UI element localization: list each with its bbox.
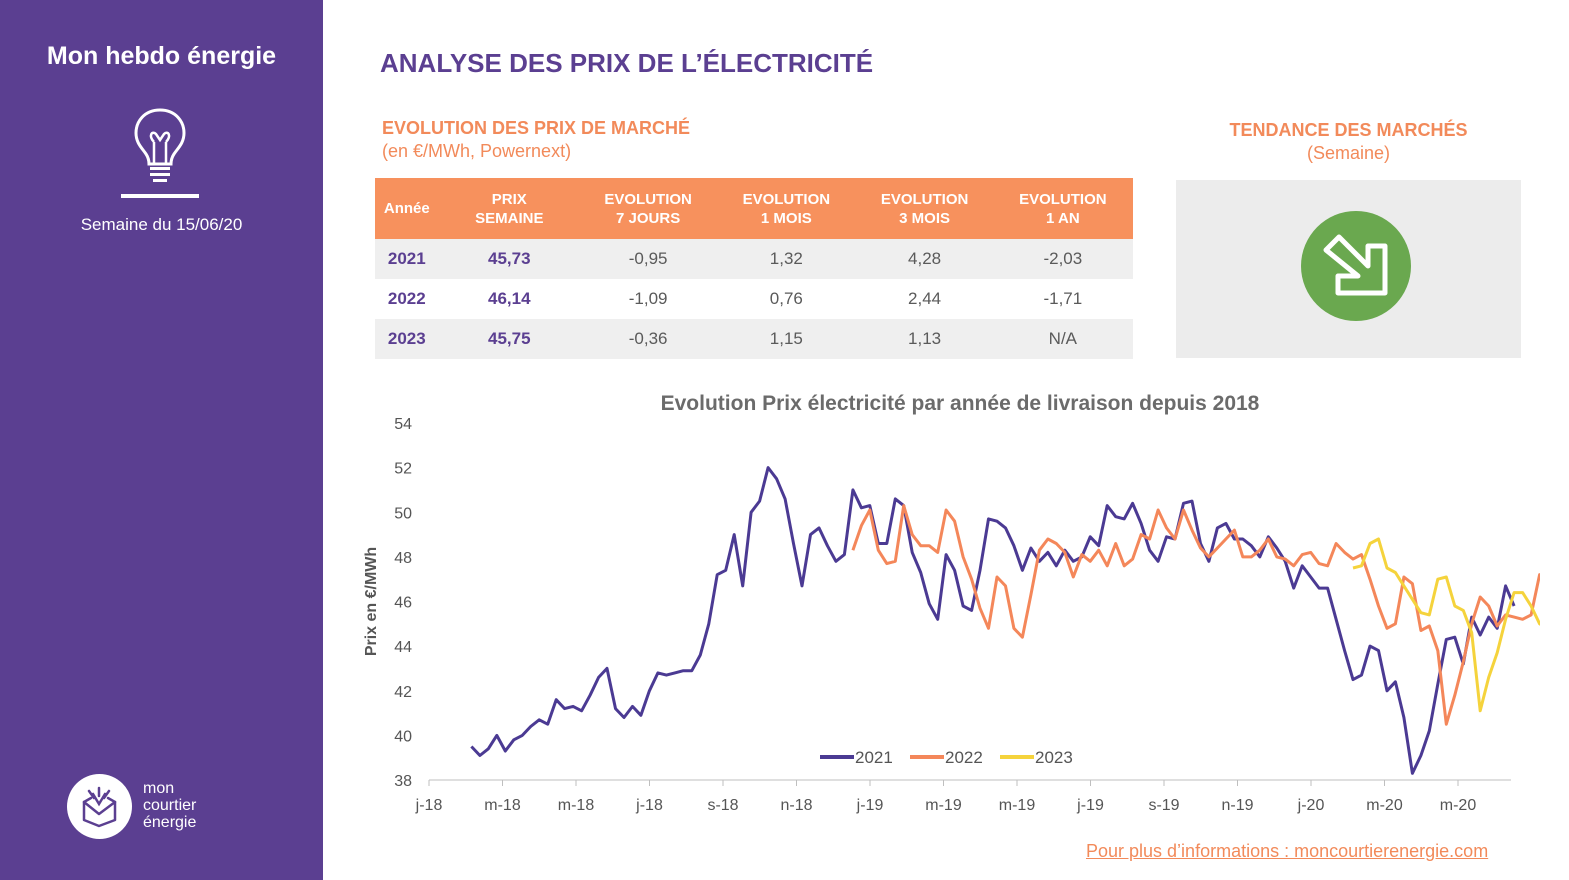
series-line-2022 — [851, 504, 1540, 726]
x-tick-label: n-19 — [1221, 797, 1253, 814]
x-tick-label: j-19 — [856, 797, 884, 814]
chart-title: Evolution Prix électricité par année de … — [661, 392, 1260, 415]
table-row: 2023 45,75 -0,36 1,15 1,13 N/A — [375, 319, 1133, 359]
cell-evo-7d: -0,95 — [580, 239, 717, 279]
cell-evo-7d: -1,09 — [628, 289, 668, 308]
y-tick-label: 46 — [394, 595, 412, 612]
app-title: Mon hebdo énergie — [46, 42, 277, 70]
cell-price: 45,75 — [438, 319, 580, 359]
x-tick-label: s-18 — [707, 797, 738, 814]
y-tick-label: 40 — [394, 728, 412, 745]
price-table: Année PRIX SEMAINE EVOLUTION 7 JOURS EVO… — [375, 178, 1133, 359]
col-header-7d: EVOLUTION 7 JOURS — [580, 178, 717, 239]
trend-title: TENDANCE DES MARCHÉS — [1229, 120, 1468, 140]
col-header-year: Année — [375, 178, 439, 239]
week-label: Semaine du 15/06/20 — [80, 215, 243, 234]
y-tick-label: 38 — [394, 773, 412, 790]
page-title: ANALYSE DES PRIX DE L’ÉLECTRICITÉ — [380, 48, 874, 78]
market-unit: (en €/MWh, Powernext) — [382, 141, 572, 161]
series-line-2023 — [1352, 537, 1540, 713]
cell-year: 2022 — [387, 289, 426, 308]
cell-year: 2021 — [375, 239, 439, 279]
series-line-2021 — [470, 466, 1516, 775]
table-header-row: Année PRIX SEMAINE EVOLUTION 7 JOURS EVO… — [375, 178, 1133, 239]
divider — [121, 194, 199, 198]
lightbulb-icon — [134, 108, 186, 182]
cell-evo-3m: 4,28 — [856, 239, 993, 279]
x-tick-label: j-20 — [1297, 797, 1325, 814]
col-header-1y: EVOLUTION 1 AN — [992, 178, 1133, 239]
x-tick-label: n-18 — [780, 797, 812, 814]
x-tick-label: m-19 — [925, 797, 962, 814]
trend-box — [1176, 180, 1521, 358]
envelope-icon — [82, 786, 117, 828]
info-link[interactable]: Pour plus d’informations : moncourtieren… — [1086, 841, 1489, 861]
trend-subtitle: (Semaine) — [1306, 143, 1391, 163]
y-tick-label: 44 — [394, 639, 412, 656]
cell-evo-1y: -2,03 — [992, 239, 1133, 279]
y-tick-label: 54 — [394, 416, 412, 433]
legend-label-2023: 2023 — [1035, 748, 1073, 767]
y-tick-label: 52 — [394, 461, 412, 478]
cell-evo-1m: 1,15 — [716, 319, 857, 359]
x-tick-label: m-18 — [558, 797, 595, 814]
table-row: 2021 45,73 -0,95 1,32 4,28 -2,03 — [375, 239, 1133, 279]
arrow-down-right-icon — [1301, 211, 1411, 321]
x-tick-label: m-19 — [999, 797, 1036, 814]
legend-label-2021: 2021 — [855, 748, 893, 767]
cell-evo-1y: N/A — [992, 319, 1133, 359]
price-chart: Evolution Prix électricité par année de … — [363, 392, 1540, 814]
y-tick-label: 50 — [394, 505, 412, 522]
legend-label-2022: 2022 — [945, 748, 983, 767]
x-tick-label: j-19 — [1076, 797, 1104, 814]
y-tick-label: 48 — [394, 550, 412, 567]
sidebar: Mon hebdo énergie Semaine du 15/06/20 mo… — [0, 0, 323, 880]
x-tick-label: m-18 — [484, 797, 521, 814]
cell-price: 46,14 — [488, 289, 531, 308]
cell-evo-7d: -0,36 — [580, 319, 717, 359]
x-tick-label: m-20 — [1366, 797, 1403, 814]
y-tick-label: 42 — [394, 684, 412, 701]
x-tick-label: j-18 — [635, 797, 663, 814]
cell-evo-1m: 0,76 — [769, 289, 803, 308]
cell-year: 2023 — [375, 319, 439, 359]
cell-evo-3m: 1,13 — [856, 319, 993, 359]
y-axis-label: Prix en €/MWh — [363, 547, 380, 656]
x-tick-label: m-20 — [1440, 797, 1477, 814]
cell-evo-1m: 1,32 — [716, 239, 857, 279]
cell-evo-1y: -1,71 — [1043, 289, 1083, 308]
x-tick-label: s-19 — [1148, 797, 1179, 814]
col-header-1m: EVOLUTION 1 MOIS — [716, 178, 857, 239]
cell-evo-3m: 2,44 — [908, 289, 942, 308]
table-row: 2022 46,14 -1,09 0,76 2,44 -1,71 — [375, 279, 1133, 319]
brand-logo — [67, 774, 132, 839]
market-title: EVOLUTION DES PRIX DE MARCHÉ — [382, 118, 691, 138]
brand-name: mon courtier énergie — [143, 780, 197, 831]
col-header-3m: EVOLUTION 3 MOIS — [856, 178, 993, 239]
cell-price: 45,73 — [438, 239, 580, 279]
x-tick-label: j-18 — [415, 797, 443, 814]
col-header-price: PRIX SEMAINE — [438, 178, 580, 239]
